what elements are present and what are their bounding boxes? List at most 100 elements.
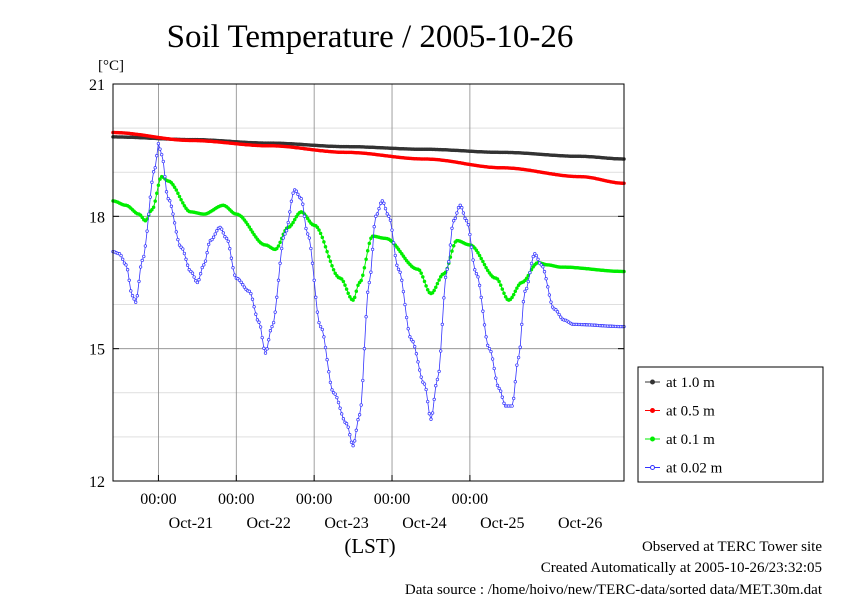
series-point [424,284,428,288]
x-date-label: Oct-24 [402,515,446,532]
legend: at 1.0 m at 0.5 m at 0.1 m at 0.02 m [637,366,824,483]
series-point [367,280,371,285]
series-point [135,294,139,298]
series-point [143,244,148,248]
series-point [327,254,331,259]
series-point [215,229,219,233]
series-point [356,418,360,422]
x-tick-label: 00:00 [452,491,488,508]
series-point [284,229,289,233]
series-point [434,285,438,289]
series-point [414,352,419,356]
series-point [286,220,290,225]
series-point [249,227,253,232]
y-unit-label: [°C] [98,58,124,74]
series-point [362,266,367,270]
series-point [425,287,430,292]
series-point [513,380,517,384]
series-point [387,214,391,218]
series-point [239,280,243,284]
series-point [377,206,381,211]
series-layer [111,130,626,448]
series-point [182,204,187,208]
series-point [361,273,365,278]
series-point [339,277,344,281]
series-point [471,258,475,262]
series-point [325,358,329,362]
series-point [427,412,431,416]
series-point [531,254,535,259]
series-point [492,366,496,371]
series-point [426,399,430,404]
series-point [229,256,234,260]
series-point [306,232,310,236]
series-point [435,377,440,382]
series-point [119,253,123,258]
series-point [260,335,264,340]
series-point [456,206,461,210]
series-point [484,265,488,270]
series-point [289,223,294,227]
series-point [421,275,425,279]
x-date-label: Oct-25 [480,515,524,532]
series-point [288,210,292,214]
series-point [228,247,232,251]
series-point [151,170,156,174]
series-point [541,265,545,269]
y-axis: 12 15 18 21 [89,77,624,491]
series-point [145,229,149,233]
series-point [348,433,352,437]
series-point [268,329,273,333]
series-point [424,387,428,392]
series-point [327,370,331,374]
series-point [370,247,375,252]
series-point [352,295,357,300]
series-point [346,291,350,295]
series-point [309,246,313,251]
series-point [413,345,417,349]
series-point [177,194,182,199]
series-point [296,192,300,196]
series-point [367,241,372,246]
series-point [494,376,498,380]
series-point [348,294,352,299]
series-point [344,422,349,426]
series-point [437,278,441,282]
series-point [460,206,464,210]
series-point [484,335,488,339]
series-point [524,276,529,280]
series-point [315,225,320,230]
series-point [499,389,503,393]
series-point [205,251,209,255]
series-point [474,272,479,276]
series-point [280,246,284,251]
series-point [252,305,256,309]
series-point [534,253,539,258]
series-point [435,281,440,286]
series-point [275,246,279,251]
series-point [557,312,561,317]
series-point [432,288,436,293]
series-point [417,268,422,273]
series-point [498,283,503,287]
series-point [278,261,282,265]
series-point [338,406,342,410]
series-point [474,248,479,252]
series-point [125,268,130,272]
series-point [528,270,532,275]
series-point [430,411,435,415]
series-point [497,386,501,391]
series-point [278,240,282,245]
series-point [294,215,299,219]
series-point [150,180,154,184]
series-point [155,154,159,158]
series-point [233,273,237,277]
series-point [132,297,136,301]
series-point [341,279,346,284]
series-point [207,242,211,247]
series-point [258,325,263,329]
footer-notes: Observed at TERC Tower site Created Auto… [405,539,823,595]
series-point [487,347,492,351]
series-point [271,320,276,325]
series-point [220,227,224,231]
